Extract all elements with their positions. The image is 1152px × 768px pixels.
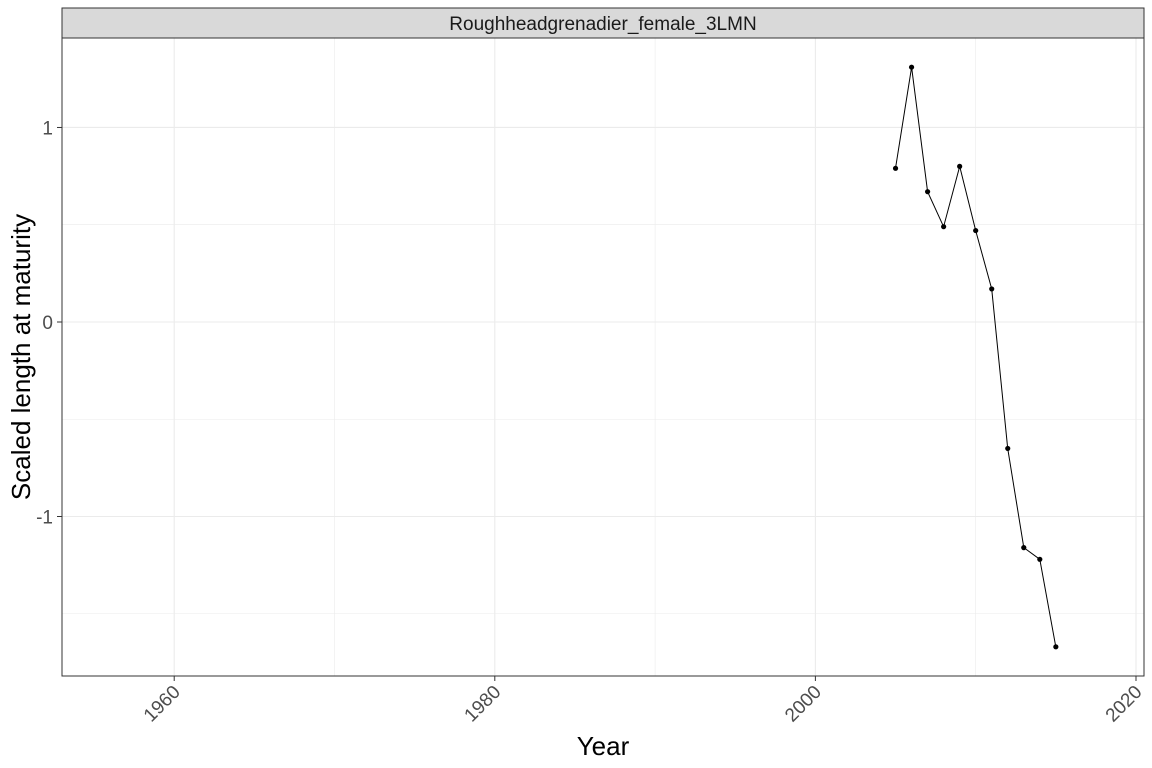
facet-strip bbox=[61, 7, 1145, 39]
data-point bbox=[973, 227, 979, 234]
facet-label: Roughheadgrenadier_female_3LMN bbox=[449, 14, 756, 35]
y-tick-label: 0 bbox=[42, 313, 53, 334]
data-point bbox=[892, 165, 899, 171]
x-axis-title: Year bbox=[577, 731, 630, 761]
data-point bbox=[1005, 445, 1011, 452]
data-point bbox=[1037, 556, 1043, 562]
y-tick-label: -1 bbox=[36, 508, 53, 529]
panel-border bbox=[61, 37, 1145, 677]
data-series bbox=[892, 64, 1059, 650]
y-tick-label: 1 bbox=[42, 118, 53, 139]
y-axis-title: Scaled length at maturity bbox=[6, 214, 36, 500]
data-point bbox=[989, 286, 995, 292]
data-point bbox=[925, 189, 931, 195]
grid bbox=[62, 38, 1144, 676]
data-point bbox=[957, 163, 963, 169]
data-point bbox=[941, 224, 947, 230]
data-point bbox=[908, 64, 915, 70]
data-point bbox=[1021, 545, 1027, 551]
data-point bbox=[1053, 644, 1059, 650]
